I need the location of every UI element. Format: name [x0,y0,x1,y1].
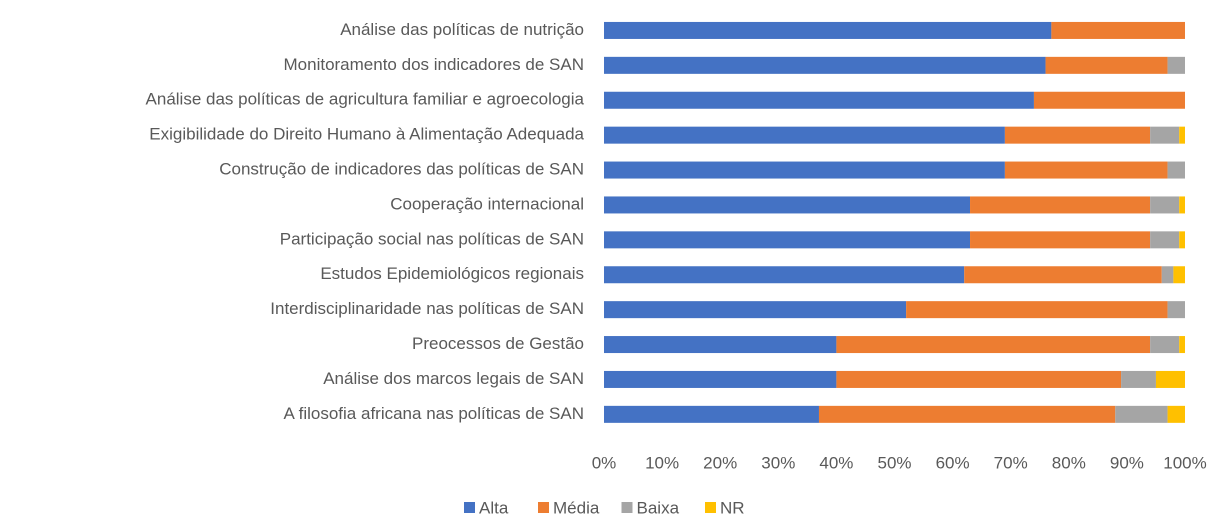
bar-segment [604,301,907,319]
y-tick-label: Preocessos de Gestão [412,334,584,353]
bar-segment [1155,370,1185,388]
x-tick-label: 100% [1163,453,1206,472]
bar-segment [970,196,1151,214]
x-tick-label: 0% [592,453,617,472]
y-tick-label: Monitoramento dos indicadores de SAN [284,55,585,74]
bar-segment [1004,161,1168,179]
bar-segment [1161,266,1174,284]
bar-segment [604,126,1005,144]
x-tick-label: 70% [994,453,1028,472]
bar-segment [604,231,971,249]
bar-segment [1121,370,1156,388]
bar-segment [604,161,1005,179]
y-tick-label: Exigibilidade do Direito Humano à Alimen… [149,125,584,144]
bar-segment [1150,196,1180,214]
bar-segment [1051,21,1185,39]
y-tick-label: Análise das políticas de agricultura fam… [146,90,585,109]
bar-segment [1150,231,1180,249]
legend-swatch [621,502,633,513]
y-tick-label: Análise das políticas de nutrição [340,20,584,39]
bar-segment [1167,56,1185,74]
bar-segment [836,336,1151,354]
bar-segment [1004,126,1151,144]
bar-segment [1115,405,1168,423]
bar-segment [1167,161,1185,179]
bar-segment [604,370,837,388]
legend-swatch [464,502,475,513]
bar-segment [964,266,1162,284]
bar-segment [604,56,1046,74]
x-tick-label: 50% [877,453,911,472]
legend-label: Média [553,498,600,517]
x-tick-label: 90% [1110,453,1144,472]
bar-segment [970,231,1151,249]
legend-swatch [705,502,716,513]
bar-segment [604,196,971,214]
bar-segment [1173,266,1185,284]
legend-swatch [538,502,549,513]
y-tick-label: Interdisciplinaridade nas políticas de S… [270,299,584,318]
bar-segment [1033,91,1185,109]
legend-label: Alta [479,498,509,517]
bar-segment [818,405,1116,423]
bar-segment [1045,56,1168,74]
bar-segment [836,370,1122,388]
bar-segment [906,301,1168,319]
bar-segment [604,21,1052,39]
x-tick-label: 60% [936,453,970,472]
bar-segment [1150,126,1180,144]
y-tick-label: Construção de indicadores das políticas … [219,160,584,179]
bar-segment [604,91,1034,109]
bar-segment [1167,405,1185,423]
bar-segment [604,336,837,354]
bar-segment [1179,336,1185,354]
bar-segment [1167,301,1185,319]
bar-segment [1179,196,1185,214]
y-tick-label: Participação social nas políticas de SAN [280,229,584,248]
x-tick-label: 20% [703,453,737,472]
legend-label: NR [720,498,745,517]
y-tick-label: A filosofia africana nas políticas de SA… [284,404,585,423]
x-tick-label: 80% [1052,453,1086,472]
x-tick-label: 10% [645,453,679,472]
bar-segment [604,405,819,423]
bar-segment [1179,126,1185,144]
x-tick-label: 40% [819,453,853,472]
bar-segment [1179,231,1185,249]
x-tick-label: 30% [761,453,795,472]
y-tick-label: Estudos Epidemiológicos regionais [320,264,584,283]
legend-label: Baixa [637,498,680,517]
y-tick-label: Análise dos marcos legais de SAN [323,369,584,388]
bar-segment [1150,336,1180,354]
bar-segment [604,266,965,284]
y-tick-label: Cooperação internacional [390,194,584,213]
